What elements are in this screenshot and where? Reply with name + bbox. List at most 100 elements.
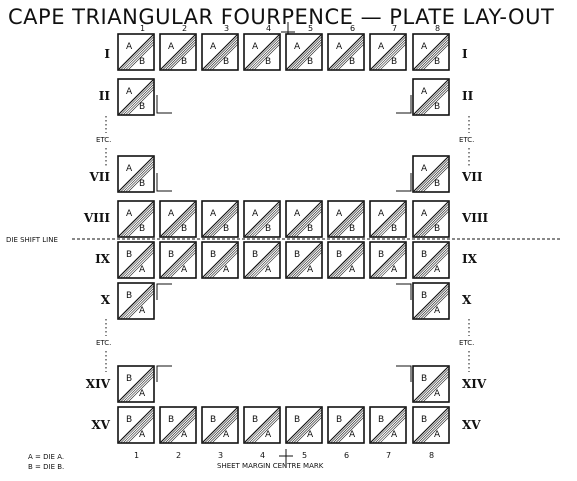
stamp-hatching — [204, 244, 239, 279]
lower-triangle-letter: A — [223, 265, 230, 275]
lower-triangle-letter: B — [391, 57, 397, 67]
lower-triangle-letter: A — [181, 430, 188, 440]
stamp-diagonal — [244, 201, 280, 237]
stamp-hatching — [127, 375, 155, 403]
stamp-cell: BA — [412, 406, 450, 444]
stamp-hatching — [120, 203, 155, 238]
lower-triangle-letter: A — [139, 389, 146, 399]
stamp-hatching — [420, 373, 450, 403]
stamp-cell: AB — [369, 200, 407, 238]
legend-die-b: B = DIE B. — [28, 463, 64, 471]
stamp-hatching — [120, 81, 155, 116]
stamp-hatching — [293, 208, 323, 238]
stamp-hatching — [420, 208, 450, 238]
row-label-right: XV — [462, 418, 481, 432]
stamp-diagonal — [328, 201, 364, 237]
stamp-hatching — [120, 36, 155, 71]
stamp-hatching — [204, 36, 239, 71]
stamp-hatching — [377, 41, 407, 71]
stamp-hatching — [422, 416, 450, 444]
row-label-left: I — [104, 47, 110, 61]
upper-triangle-letter: B — [294, 415, 300, 425]
stamp-hatching — [288, 244, 323, 279]
lower-triangle-letter: B — [434, 224, 440, 234]
stamp-cell: BA — [201, 406, 239, 444]
stamp-cell: AB — [327, 33, 365, 71]
stamp-hatching — [415, 409, 450, 444]
stamp-hatching — [290, 38, 323, 71]
stamp-hatching — [377, 249, 407, 279]
upper-triangle-letter: A — [378, 209, 385, 219]
upper-triangle-letter: B — [378, 415, 384, 425]
stamp-hatching — [374, 246, 407, 279]
stamp-hatching — [417, 83, 450, 116]
stamp-hatching — [251, 414, 281, 444]
stamp-cell: BA — [285, 406, 323, 444]
stamp-hatching — [120, 409, 155, 444]
stamp-hatching — [293, 41, 323, 71]
stamp-cell: AB — [369, 33, 407, 71]
upper-triangle-letter: B — [126, 250, 132, 260]
stamp-diagonal — [413, 79, 449, 115]
stamp-hatching — [330, 244, 365, 279]
stamp-diagonal — [370, 201, 406, 237]
stamp-hatching — [374, 38, 407, 71]
stamp-hatching — [337, 416, 365, 444]
stamp-cell: AB — [243, 200, 281, 238]
stamp-hatching — [122, 160, 155, 193]
stamp-hatching — [422, 375, 450, 403]
stamp-cell: AB — [117, 155, 155, 193]
stamp-hatching — [167, 41, 197, 71]
corner-mark — [396, 283, 412, 300]
corner-mark — [396, 95, 412, 114]
lower-triangle-letter: A — [434, 306, 441, 316]
stamp-cell: AB — [117, 200, 155, 238]
upper-triangle-letter: B — [421, 250, 427, 260]
lower-triangle-letter: B — [307, 57, 313, 67]
stamp-hatching — [417, 38, 450, 71]
upper-triangle-letter: B — [210, 250, 216, 260]
stamp-hatching — [253, 43, 281, 71]
upper-triangle-letter: A — [336, 209, 343, 219]
stamp-hatching — [120, 158, 155, 193]
stamp-hatching — [372, 203, 407, 238]
stamp-hatching — [167, 414, 197, 444]
stamp-cell: BA — [159, 241, 197, 279]
stamp-hatching — [169, 251, 197, 279]
stamp-diagonal — [370, 34, 406, 70]
stamp-hatching — [415, 368, 450, 403]
stamp-hatching — [162, 36, 197, 71]
stamp-diagonal — [160, 407, 196, 443]
stamp-hatching — [125, 41, 155, 71]
stamp-hatching — [377, 414, 407, 444]
top-column-label: 5 — [308, 24, 313, 33]
stamp-diagonal — [286, 407, 322, 443]
stamp-hatching — [204, 203, 239, 238]
bottom-column-label: 5 — [302, 451, 307, 460]
stamp-hatching — [330, 36, 365, 71]
stamp-diagonal — [118, 283, 154, 319]
upper-triangle-letter: B — [336, 250, 342, 260]
row-label-left: VIII — [83, 211, 111, 225]
stamp-hatching — [127, 210, 155, 238]
stamp-cell: BA — [412, 282, 450, 320]
stamp-hatching — [295, 251, 323, 279]
stamp-hatching — [120, 285, 155, 320]
stamp-hatching — [379, 416, 407, 444]
lower-triangle-letter: B — [223, 224, 229, 234]
corner-mark — [156, 365, 172, 382]
stamp-diagonal — [244, 407, 280, 443]
sheet-margin-centre-mark-label: SHEET MARGIN CENTRE MARK — [217, 462, 324, 470]
stamp-cell: BA — [117, 241, 155, 279]
stamp-cell: AB — [412, 155, 450, 193]
upper-triangle-letter: B — [421, 291, 427, 301]
stamp-hatching — [169, 210, 197, 238]
upper-triangle-letter: A — [421, 209, 428, 219]
stamp-cell: AB — [159, 33, 197, 71]
upper-triangle-letter: A — [336, 42, 343, 52]
corner-mark — [156, 283, 172, 300]
stamp-hatching — [374, 205, 407, 238]
